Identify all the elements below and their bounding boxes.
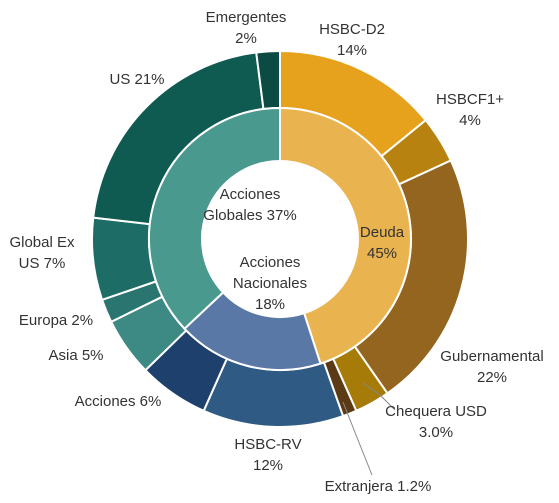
outer-label: Extranjera 1.2% bbox=[325, 478, 432, 495]
outer-label: US 7% bbox=[19, 255, 66, 272]
inner-label: Acciones bbox=[240, 254, 301, 271]
outer-label: 14% bbox=[337, 42, 367, 59]
outer-label: Gubernamental bbox=[440, 348, 543, 365]
leader-line bbox=[342, 401, 373, 476]
outer-label: HSBC-D2 bbox=[319, 21, 385, 38]
inner-label: 18% bbox=[255, 296, 285, 313]
outer-label: Europa 2% bbox=[19, 312, 93, 329]
outer-label: 4% bbox=[459, 112, 481, 129]
inner-label: Deuda bbox=[360, 224, 405, 241]
outer-label: 22% bbox=[477, 369, 507, 386]
inner-label: Acciones bbox=[220, 186, 281, 203]
outer-label: Emergentes bbox=[206, 9, 287, 26]
outer-label: US 21% bbox=[109, 71, 164, 88]
outer-label: HSBC-RV bbox=[234, 436, 301, 453]
outer-label: Chequera USD bbox=[385, 403, 487, 420]
leader-line bbox=[362, 382, 396, 411]
inner-label: Globales 37% bbox=[203, 207, 296, 224]
outer-label: HSBCF1+ bbox=[436, 91, 504, 108]
inner-segment bbox=[279, 106, 412, 365]
outer-label: Acciones 6% bbox=[75, 393, 162, 410]
outer-label: 3.0% bbox=[419, 424, 453, 441]
outer-label: 2% bbox=[235, 30, 257, 47]
outer-label: 12% bbox=[253, 457, 283, 474]
outer-label: Global Ex bbox=[9, 234, 75, 251]
inner-segment bbox=[148, 106, 281, 331]
inner-label: Nacionales bbox=[233, 275, 307, 292]
outer-label: Asia 5% bbox=[48, 347, 103, 364]
inner-label: 45% bbox=[367, 245, 397, 262]
